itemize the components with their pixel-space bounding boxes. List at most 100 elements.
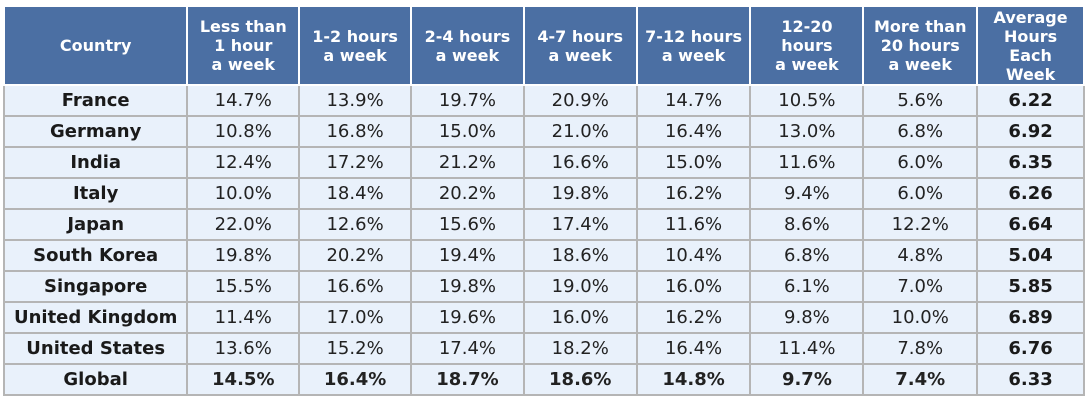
cell-1-2-hours: 16.4%	[298, 363, 412, 396]
cell-12-20-hours: 11.6%	[749, 146, 865, 179]
header-4-7-hours: 4-7 hours a week	[522, 5, 638, 86]
cell-less-than-1-hour: 14.5%	[186, 363, 301, 396]
cell-7-12-hours: 14.8%	[635, 363, 752, 396]
hours-per-week-table-container: Country Less than 1 hour a week 1-2 hour…	[2, 5, 1085, 396]
cell-7-12-hours: 16.4%	[635, 332, 752, 365]
cell-1-2-hours: 20.2%	[298, 239, 412, 272]
cell-average-hours: 6.35	[976, 146, 1085, 179]
table-row: Singapore 15.5% 16.6% 19.8% 19.0% 16.0% 6.1% 7.…	[2, 270, 1085, 303]
cell-more-than-20-hours: 12.2%	[862, 208, 979, 241]
cell-less-than-1-hour: 15.5%	[186, 270, 301, 303]
cell-average-hours: 6.64	[976, 208, 1085, 241]
cell-4-7-hours: 20.9%	[522, 84, 638, 117]
cell-more-than-20-hours: 6.0%	[862, 177, 979, 210]
cell-less-than-1-hour: 13.6%	[186, 332, 301, 365]
cell-4-7-hours: 21.0%	[522, 115, 638, 148]
cell-less-than-1-hour: 14.7%	[186, 84, 301, 117]
cell-country: South Korea	[2, 239, 189, 272]
cell-4-7-hours: 19.8%	[522, 177, 638, 210]
cell-12-20-hours: 9.8%	[749, 301, 865, 334]
header-2-4-hours: 2-4 hours a week	[410, 5, 525, 86]
cell-12-20-hours: 6.8%	[749, 239, 865, 272]
cell-country: India	[2, 146, 189, 179]
cell-4-7-hours: 18.6%	[522, 363, 638, 396]
header-less-than-1-hour: Less than 1 hour a week	[186, 5, 301, 86]
cell-more-than-20-hours: 10.0%	[862, 301, 979, 334]
hours-per-week-table: Country Less than 1 hour a week 1-2 hour…	[2, 5, 1085, 396]
cell-4-7-hours: 16.6%	[522, 146, 638, 179]
cell-more-than-20-hours: 7.0%	[862, 270, 979, 303]
table-row: Italy 10.0% 18.4% 20.2% 19.8% 16.2% 9.4% 6.0% 6.…	[2, 177, 1085, 210]
cell-12-20-hours: 11.4%	[749, 332, 865, 365]
header-average-hours: Average Hours Each Week	[976, 5, 1085, 86]
cell-1-2-hours: 13.9%	[298, 84, 412, 117]
cell-average-hours: 6.76	[976, 332, 1085, 365]
cell-less-than-1-hour: 12.4%	[186, 146, 301, 179]
cell-country: United Kingdom	[2, 301, 189, 334]
cell-average-hours: 6.92	[976, 115, 1085, 148]
cell-less-than-1-hour: 10.8%	[186, 115, 301, 148]
cell-less-than-1-hour: 10.0%	[186, 177, 301, 210]
cell-average-hours: 5.85	[976, 270, 1085, 303]
table-row: Global 14.5% 16.4% 18.7% 18.6% 14.8% 9.7% 7.4% 6…	[2, 363, 1085, 396]
cell-4-7-hours: 16.0%	[522, 301, 638, 334]
cell-more-than-20-hours: 4.8%	[862, 239, 979, 272]
cell-2-4-hours: 15.0%	[410, 115, 525, 148]
cell-1-2-hours: 12.6%	[298, 208, 412, 241]
header-12-20-hours: 12-20 hours a week	[749, 5, 865, 86]
cell-average-hours: 6.22	[976, 84, 1085, 117]
cell-average-hours: 5.04	[976, 239, 1085, 272]
cell-average-hours: 6.33	[976, 363, 1085, 396]
cell-1-2-hours: 16.8%	[298, 115, 412, 148]
cell-2-4-hours: 19.7%	[410, 84, 525, 117]
cell-7-12-hours: 16.2%	[635, 301, 752, 334]
table-row: South Korea 19.8% 20.2% 19.4% 18.6% 10.4% 6.8%…	[2, 239, 1085, 272]
cell-4-7-hours: 18.6%	[522, 239, 638, 272]
cell-2-4-hours: 15.6%	[410, 208, 525, 241]
cell-country: France	[2, 84, 189, 117]
cell-1-2-hours: 18.4%	[298, 177, 412, 210]
cell-7-12-hours: 15.0%	[635, 146, 752, 179]
header-row: Country Less than 1 hour a week 1-2 hour…	[2, 5, 1085, 86]
table-row: France 14.7% 13.9% 19.7% 20.9% 14.7% 10.5% 5.6%…	[2, 84, 1085, 117]
cell-1-2-hours: 17.2%	[298, 146, 412, 179]
header-country: Country	[2, 5, 189, 86]
cell-country: Japan	[2, 208, 189, 241]
header-more-than-20-hours: More than 20 hours a week	[862, 5, 979, 86]
cell-2-4-hours: 19.8%	[410, 270, 525, 303]
cell-more-than-20-hours: 6.0%	[862, 146, 979, 179]
cell-12-20-hours: 8.6%	[749, 208, 865, 241]
cell-more-than-20-hours: 5.6%	[862, 84, 979, 117]
cell-4-7-hours: 18.2%	[522, 332, 638, 365]
cell-4-7-hours: 17.4%	[522, 208, 638, 241]
cell-2-4-hours: 19.6%	[410, 301, 525, 334]
cell-less-than-1-hour: 11.4%	[186, 301, 301, 334]
cell-1-2-hours: 15.2%	[298, 332, 412, 365]
header-1-2-hours: 1-2 hours a week	[298, 5, 412, 86]
cell-2-4-hours: 17.4%	[410, 332, 525, 365]
cell-2-4-hours: 21.2%	[410, 146, 525, 179]
cell-1-2-hours: 17.0%	[298, 301, 412, 334]
table-row: India 12.4% 17.2% 21.2% 16.6% 15.0% 11.6% 6.0% 6…	[2, 146, 1085, 179]
cell-more-than-20-hours: 6.8%	[862, 115, 979, 148]
cell-7-12-hours: 16.0%	[635, 270, 752, 303]
cell-country: Singapore	[2, 270, 189, 303]
cell-country: Germany	[2, 115, 189, 148]
cell-2-4-hours: 18.7%	[410, 363, 525, 396]
cell-2-4-hours: 19.4%	[410, 239, 525, 272]
header-7-12-hours: 7-12 hours a week	[635, 5, 752, 86]
cell-12-20-hours: 6.1%	[749, 270, 865, 303]
table-row: United States 13.6% 15.2% 17.4% 18.2% 16.4% 11…	[2, 332, 1085, 365]
cell-7-12-hours: 16.2%	[635, 177, 752, 210]
cell-12-20-hours: 10.5%	[749, 84, 865, 117]
cell-country: Global	[2, 363, 189, 396]
cell-12-20-hours: 9.4%	[749, 177, 865, 210]
cell-1-2-hours: 16.6%	[298, 270, 412, 303]
cell-more-than-20-hours: 7.4%	[862, 363, 979, 396]
cell-average-hours: 6.89	[976, 301, 1085, 334]
cell-12-20-hours: 9.7%	[749, 363, 865, 396]
cell-country: United States	[2, 332, 189, 365]
cell-12-20-hours: 13.0%	[749, 115, 865, 148]
cell-country: Italy	[2, 177, 189, 210]
cell-7-12-hours: 14.7%	[635, 84, 752, 117]
